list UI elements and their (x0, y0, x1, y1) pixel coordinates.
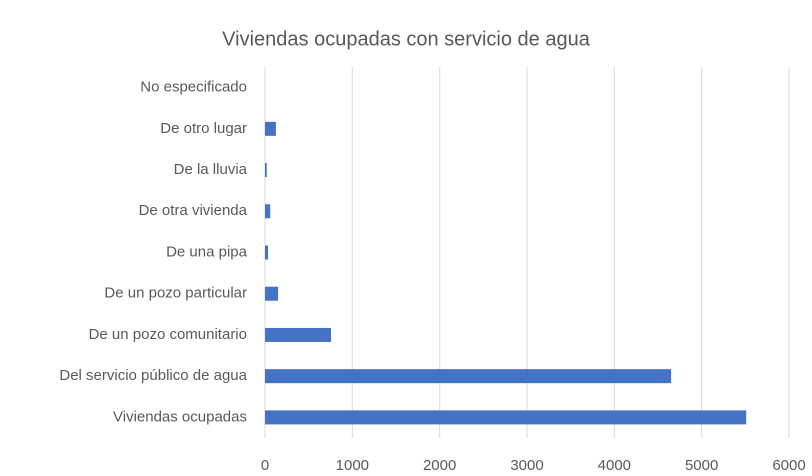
bar (265, 286, 279, 301)
bar (265, 410, 747, 425)
y-tick-label: De la lluvia (174, 161, 248, 178)
y-tick-label: De otra vivienda (139, 202, 248, 219)
x-tick-label: 3000 (510, 457, 543, 474)
x-tick-label: 1000 (336, 457, 369, 474)
y-tick-label: De un pozo comunitario (89, 326, 247, 343)
x-tick-label: 5000 (685, 457, 718, 474)
y-tick-label: No especificado (140, 79, 247, 96)
bar (265, 204, 271, 219)
y-tick-label: De otro lugar (160, 120, 247, 137)
x-tick-label: 2000 (423, 457, 456, 474)
bar (265, 369, 672, 384)
bar (265, 163, 267, 178)
x-tick-label: 6000 (772, 457, 805, 474)
y-tick-label: De un pozo particular (104, 285, 247, 302)
x-tick-label: 0 (261, 457, 269, 474)
y-tick-label: Del servicio público de agua (59, 367, 247, 384)
chart-title: Viviendas ocupadas con servicio de agua (222, 28, 591, 50)
x-tick-label: 4000 (598, 457, 631, 474)
bar (265, 121, 276, 136)
bar (265, 245, 269, 260)
y-tick-label: De una pipa (166, 243, 248, 260)
y-tick-label: Viviendas ocupadas (113, 408, 247, 425)
bar (265, 327, 332, 342)
